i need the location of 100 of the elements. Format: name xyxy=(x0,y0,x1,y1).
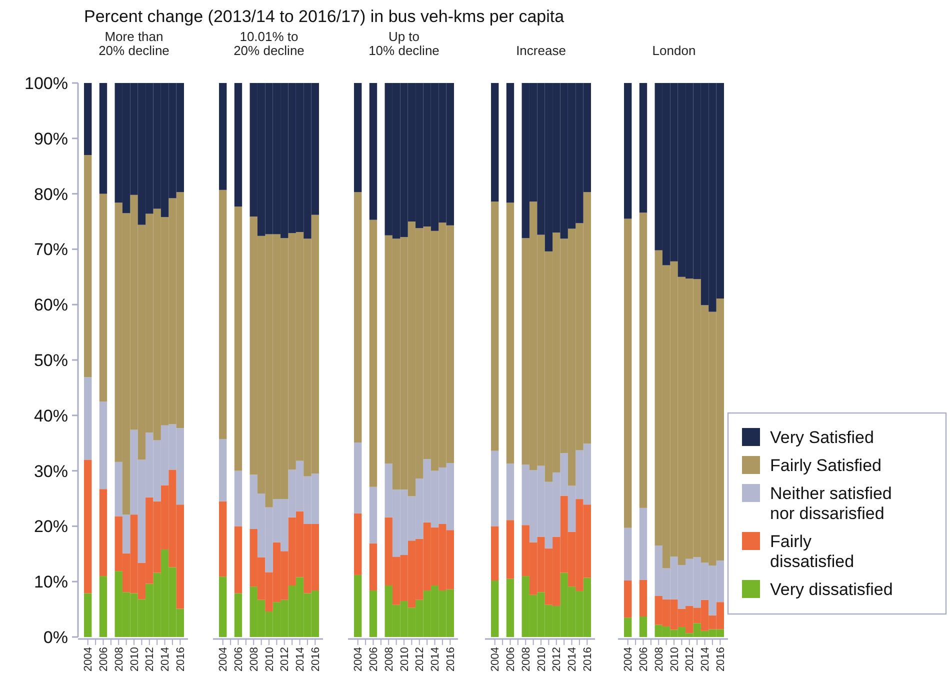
bar xyxy=(639,616,648,637)
x-tick-label: 2006 xyxy=(505,647,518,672)
bar xyxy=(491,83,499,202)
bar xyxy=(506,520,514,579)
bar xyxy=(99,489,108,576)
bar xyxy=(506,83,514,203)
x-tick-label: 2016 xyxy=(175,647,188,672)
x-tick-label: 2008 xyxy=(113,647,126,672)
x-tick-label: 2008 xyxy=(653,647,666,672)
bar xyxy=(639,83,648,213)
x-tick-label: 2016 xyxy=(445,647,458,672)
bar xyxy=(369,83,378,220)
bar xyxy=(506,202,514,464)
x-tick-label: 2012 xyxy=(684,647,696,672)
bar xyxy=(234,83,242,207)
bar xyxy=(624,580,632,618)
x-tick-label: 2004 xyxy=(352,647,365,672)
legend-label: Very Satisfied xyxy=(770,428,874,447)
x-tick-label: 2012 xyxy=(144,647,156,672)
bar xyxy=(639,212,648,508)
x-tick-label: 2004 xyxy=(622,647,635,672)
bar xyxy=(491,450,499,526)
x-tick-label: 2012 xyxy=(279,647,292,672)
bar xyxy=(84,83,92,156)
x-tick-label: 2010 xyxy=(264,647,276,672)
bar xyxy=(624,618,632,637)
bar xyxy=(84,377,92,460)
x-tick-label: 2016 xyxy=(582,647,594,672)
x-tick-label: 2008 xyxy=(520,647,532,672)
x-tick-label: 2014 xyxy=(294,647,307,672)
bar xyxy=(84,593,92,637)
x-tick-label: 2006 xyxy=(233,647,246,672)
chart-subtitle: Increase xyxy=(516,43,566,58)
chart-subtitle: 10.01% to 20% decline xyxy=(234,29,304,58)
x-tick-label: 2012 xyxy=(414,647,426,672)
bar xyxy=(84,460,92,594)
x-tick-label: 2012 xyxy=(551,647,564,672)
legend-label: Very dissatisfied xyxy=(770,580,893,599)
x-tick-label: 2010 xyxy=(398,647,411,672)
bar xyxy=(99,576,108,637)
legend-label: Neither satisfied nor dissarisfied xyxy=(770,484,892,523)
x-tick-label: 2014 xyxy=(700,647,712,672)
y-tick-label: 50% xyxy=(34,350,68,370)
bar xyxy=(354,83,362,192)
bar xyxy=(639,580,648,616)
x-tick-label: 2014 xyxy=(566,647,579,672)
bar xyxy=(354,442,362,514)
bar xyxy=(219,501,227,577)
x-tick-label: 2006 xyxy=(638,647,650,672)
legend-label: Fairly dissatisfied xyxy=(770,532,854,571)
bar xyxy=(99,83,108,194)
bar xyxy=(234,526,242,594)
bar xyxy=(624,218,632,528)
bar xyxy=(506,464,514,520)
chart-subtitle: London xyxy=(652,43,696,58)
bar xyxy=(369,486,378,544)
x-tick-label: 2006 xyxy=(98,647,110,672)
bar xyxy=(639,508,648,580)
bar xyxy=(219,190,227,440)
bar xyxy=(369,220,378,487)
bar xyxy=(491,202,499,451)
y-tick-label: 60% xyxy=(34,296,68,315)
bar xyxy=(506,578,514,637)
bar xyxy=(234,470,242,526)
chart-subtitle: Up to 10% decline xyxy=(368,29,440,58)
x-tick-label: 2014 xyxy=(160,647,172,672)
bar xyxy=(84,155,92,378)
bar xyxy=(354,574,362,637)
bar xyxy=(219,576,227,637)
text: Percent change (2013/14 to 2016/17) in bus veh-kms per capita xyxy=(84,7,565,26)
bar xyxy=(491,526,499,580)
x-tick-label: 2006 xyxy=(368,647,380,672)
bar xyxy=(234,206,242,471)
bar xyxy=(369,543,378,590)
y-tick-label: 40% xyxy=(34,406,68,426)
y-tick-label: 30% xyxy=(34,462,68,481)
y-tick-label: 10% xyxy=(34,572,68,592)
bar xyxy=(624,528,632,580)
y-tick-label: 90% xyxy=(34,129,68,148)
x-tick-label: 2010 xyxy=(536,647,548,672)
legend-label: Fairly Satisfied xyxy=(770,456,882,475)
bar xyxy=(624,83,632,219)
x-tick-label: 2004 xyxy=(82,647,95,672)
x-tick-label: 2016 xyxy=(310,647,322,672)
x-tick-label: 2010 xyxy=(128,647,141,672)
y-tick-label: 20% xyxy=(34,517,68,536)
bar xyxy=(219,439,227,502)
y-tick-label: 0% xyxy=(43,628,68,647)
x-tick-label: 2004 xyxy=(218,647,230,672)
x-tick-label: 2004 xyxy=(490,647,502,672)
bar xyxy=(491,580,499,637)
bar xyxy=(354,513,362,575)
bar xyxy=(234,593,242,637)
bar xyxy=(369,590,378,637)
y-tick-label: 70% xyxy=(34,240,68,260)
x-tick-label: 2008 xyxy=(383,647,396,672)
bar xyxy=(354,192,362,443)
x-tick-label: 2016 xyxy=(715,647,728,672)
x-tick-label: 2010 xyxy=(668,647,681,672)
bar xyxy=(99,402,108,490)
